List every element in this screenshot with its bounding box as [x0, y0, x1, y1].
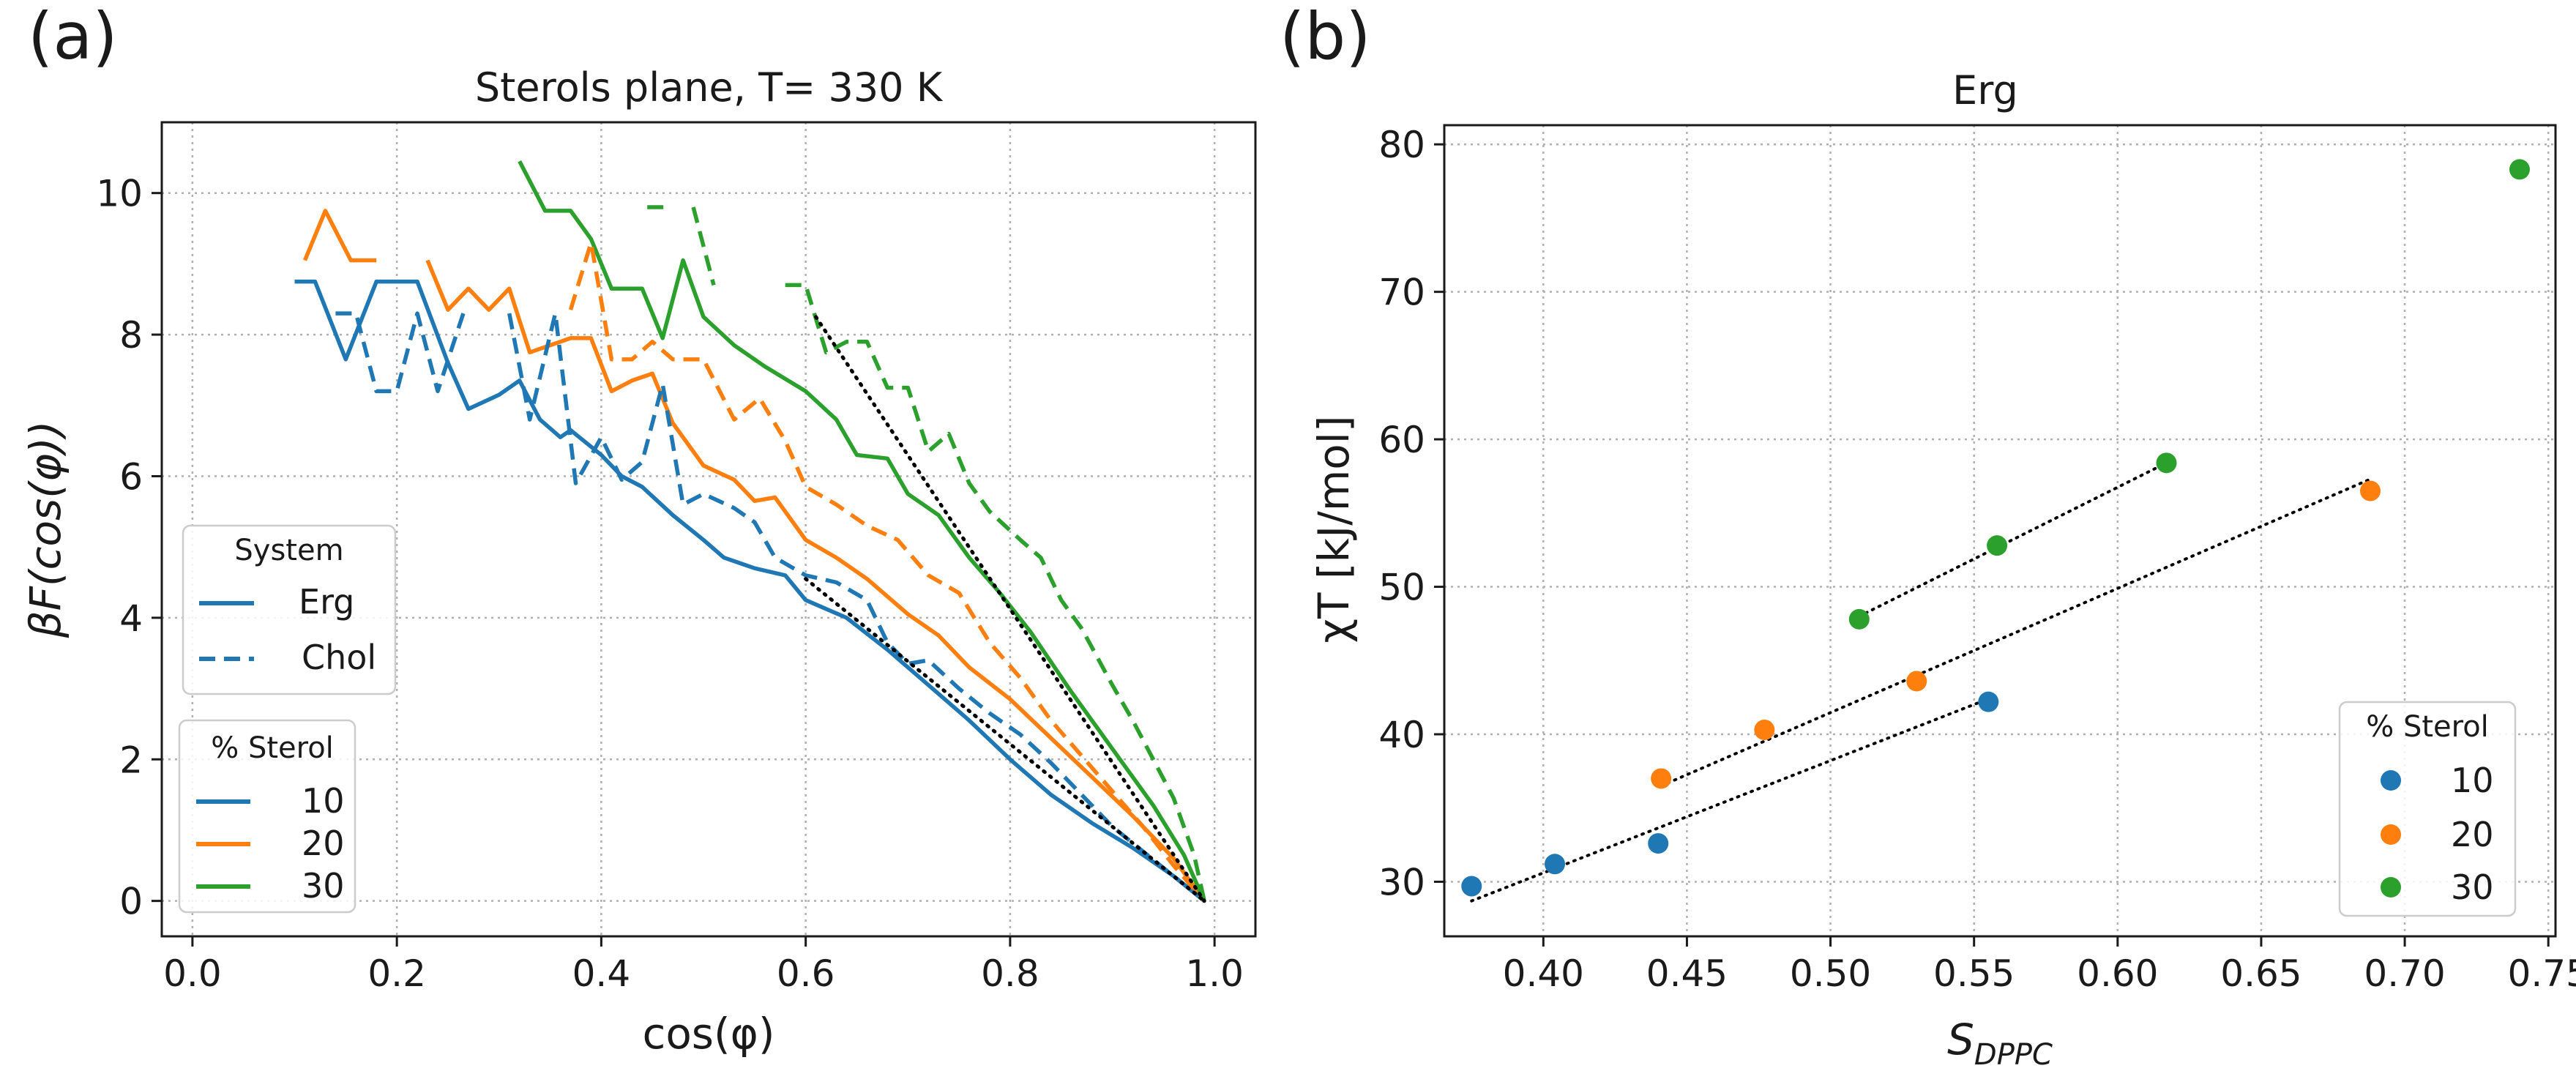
point-sterol-10	[1978, 691, 1999, 712]
panel-a-y-tick-label: 8	[119, 314, 143, 357]
panel-a-x-tick-label: 0.6	[777, 952, 835, 995]
panel-b-x-tick-label: 0.70	[2364, 952, 2445, 995]
panel-b-frame	[1443, 124, 2557, 938]
panel-b-x-label-main: S	[1947, 1015, 1974, 1064]
panel-b-x-tick-label: 0.40	[1503, 952, 1584, 995]
fit-30-line	[1857, 461, 2168, 618]
panel-b-x-tick-label: 0.50	[1790, 952, 1871, 995]
legend-system: System Erg Chol	[182, 524, 397, 695]
panel-a-lines	[294, 160, 1206, 903]
panel-b-x-ticks: 0.40 0.45 0.50 0.55 0.60 0.65 0.70 0.75	[1503, 936, 2576, 995]
panel-a-x-tick-label: 0.8	[981, 952, 1039, 995]
panel-b-x-tick-label: 0.60	[2077, 952, 2158, 995]
legend-sterol-b: % Sterol 10 20 30	[2338, 701, 2517, 917]
panel-a-x-label: cos(φ)	[642, 1009, 774, 1059]
panel-a-y-tick-label: 0	[119, 881, 143, 923]
fit-20-line	[1660, 477, 2372, 788]
panel-b-y-tick-label: 50	[1378, 567, 1425, 609]
point-sterol-30	[1848, 608, 1870, 630]
panel-a-x-tick-label: 0.4	[572, 952, 631, 995]
legend-sterol-b-10-label: 10	[2451, 761, 2494, 800]
legend-sterol-b-30-label: 30	[2451, 868, 2494, 907]
panel-a-letter: (a)	[28, 0, 118, 74]
point-sterol-10	[1545, 854, 1566, 875]
point-sterol-20	[1651, 768, 1672, 789]
panel-a-y-label: βF(cos(φ))	[20, 421, 70, 639]
series-chol-30	[691, 206, 716, 286]
panel-a: (a) Sterols plane, T= 330 K 0.0 0.2 0.4 0.6…	[20, 0, 1257, 1059]
point-sterol-10	[1648, 833, 1669, 854]
series-erg-10	[294, 279, 1206, 903]
panel-a-x-tick-label: 0.0	[163, 952, 222, 995]
legend-sterol-b-20-label: 20	[2451, 815, 2494, 854]
fit-10-line	[1470, 697, 1990, 903]
point-sterol-30	[1987, 535, 2008, 556]
legend-sterol-a: % Sterol 10 20 30	[178, 719, 356, 914]
legend-sterol-b-30-marker	[2381, 877, 2401, 898]
legend-chol-label: Chol	[302, 638, 376, 677]
panel-a-y-tick-label: 2	[119, 739, 143, 781]
panel-a-x-tick-label: 1.0	[1185, 952, 1244, 995]
panel-b-x-label-sub: DPPC	[1974, 1038, 2053, 1072]
panel-b-x-tick-label: 0.75	[2508, 952, 2576, 995]
panel-b-x-label: SDPPC	[1947, 1015, 2053, 1072]
panel-b-y-tick-label: 60	[1378, 419, 1425, 461]
series-chol-30	[785, 283, 1206, 902]
series-erg-20	[302, 209, 377, 263]
panel-b-letter: (b)	[1280, 0, 1371, 74]
panel-a-frame	[160, 121, 1257, 938]
panel-b-x-tick-label: 0.45	[1646, 952, 1728, 995]
panel-b-x-tick-label: 0.55	[1933, 952, 2015, 995]
panel-a-y-tick-label: 10	[96, 173, 143, 215]
panel-a-x-ticks: 0.0 0.2 0.4 0.6 0.8 1.0	[163, 936, 1244, 995]
legend-sterol-a-title: % Sterol	[211, 731, 334, 765]
legend-sterol-a-box	[178, 719, 356, 914]
legend-erg-label: Erg	[299, 582, 354, 622]
panel-b-y-tick-label: 70	[1378, 272, 1425, 314]
legend-sterol-b-10-marker	[2381, 770, 2401, 791]
panel-b: (b) Erg 0.40 0.45 0.50 0.55 0.60 0.65 0.70 0.75…	[1280, 0, 2576, 1072]
legend-sterol-b-box	[2338, 701, 2517, 917]
panel-a-y-tick-label: 6	[119, 455, 143, 498]
series-erg-30	[518, 160, 1206, 902]
panel-a-y-tick-label: 4	[119, 597, 143, 640]
legend-sterol-a-30-label: 30	[302, 866, 345, 906]
panel-b-y-tick-label: 40	[1378, 714, 1425, 756]
panel-a-x-tick-label: 0.2	[367, 952, 426, 995]
panel-b-y-tick-label: 30	[1378, 861, 1425, 903]
legend-sterol-b-20-marker	[2381, 824, 2401, 845]
panel-b-points	[1461, 159, 2530, 897]
series-chol-20	[568, 240, 1206, 903]
series-fit-lower	[804, 577, 1206, 903]
legend-system-title: System	[234, 534, 343, 567]
legend-system-box	[182, 524, 397, 695]
point-sterol-20	[1906, 671, 1927, 692]
series-chol-10	[507, 311, 1206, 903]
point-sterol-30	[2156, 452, 2177, 474]
series-chol-10	[335, 311, 466, 394]
panel-a-y-ticks: 0 2 4 6 8 10	[96, 173, 162, 923]
point-sterol-10	[1461, 876, 1482, 897]
panel-b-y-tick-label: 80	[1378, 124, 1425, 166]
legend-sterol-b-title: % Sterol	[2366, 710, 2489, 744]
point-sterol-20	[2360, 480, 2381, 501]
panel-b-y-ticks: 30 40 50 60 70 80	[1378, 124, 1444, 903]
point-sterol-20	[1754, 719, 1775, 740]
panel-b-y-label: χT [kJ/mol]	[1309, 416, 1359, 643]
panel-b-fits	[1470, 461, 2372, 903]
series-erg-20	[425, 259, 1206, 903]
panel-b-title: Erg	[1952, 67, 2018, 113]
legend-sterol-a-20-label: 20	[302, 824, 345, 863]
point-sterol-30	[2509, 159, 2530, 180]
panel-b-x-tick-label: 0.65	[2220, 952, 2301, 995]
panel-b-grid	[1444, 125, 2556, 936]
legend-sterol-a-10-label: 10	[302, 781, 345, 821]
panel-a-title: Sterols plane, T= 330 K	[475, 64, 944, 111]
